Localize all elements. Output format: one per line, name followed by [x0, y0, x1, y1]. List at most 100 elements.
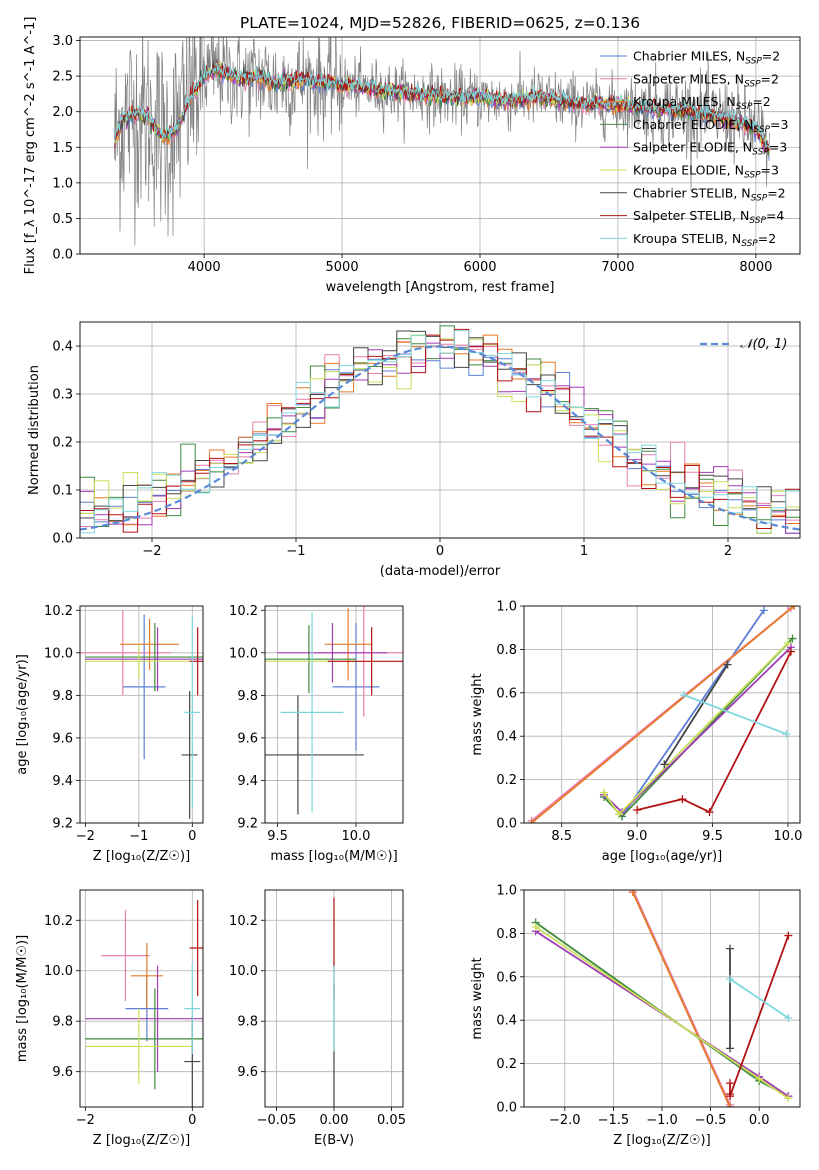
chabrier-elodie-errorbar: [265, 625, 356, 694]
legend-suffix: =3: [769, 140, 787, 155]
chabrier-miles-weight-line: [621, 609, 765, 818]
legend-label: Chabrier ELODIE, N: [633, 117, 753, 132]
kroupa-miles-weight-line: [530, 606, 795, 823]
legend-label: Kroupa STELIB, N: [633, 231, 741, 246]
y-tick-label: 0.2: [496, 1057, 517, 1072]
y-tick-label: 0.2: [52, 436, 73, 451]
legend-label: Kroupa ELODIE, N: [633, 163, 744, 178]
weight-marker: [782, 730, 791, 739]
y-tick-label: 1.0: [496, 884, 517, 899]
legend-label: Chabrier MILES, N: [633, 49, 745, 64]
kroupa-stelib-weight-line: [683, 694, 787, 735]
weight_vs_Z-axes: −2.0 −1.5 −1.0 −0.5 0.0 0.0 0.2 0.4 0.6 0.8 1.0 Z […: [470, 884, 800, 1148]
x-tick-label: 6000: [463, 260, 496, 275]
legend-subscript: SSP: [741, 239, 758, 249]
mass_vs_ebv-axes: −0.05 0.00 0.05 9.6 9.8 10.0 10.2 E(B-V): [229, 890, 406, 1148]
y-tick-label: 9.6: [237, 1065, 258, 1080]
y-tick-label: 10.2: [44, 914, 73, 929]
axes-frame: [523, 889, 801, 1108]
y-tick-label: 2.0: [52, 105, 73, 120]
kroupa-stelib-errorbar: [184, 616, 201, 809]
legend-subscript: SSP: [752, 148, 769, 158]
legend-entry: Chabrier MILES, NSSP=2: [633, 49, 780, 67]
legend-suffix: =2: [758, 231, 776, 246]
x-tick-label: 9.5: [702, 829, 723, 844]
y-tick-label: 0.8: [496, 927, 517, 942]
y-tick-label: 10.2: [229, 604, 258, 619]
x-axis-label: (data-model)/error: [380, 564, 501, 579]
y-tick-label: 10.2: [229, 914, 258, 929]
weight-marker: [726, 1044, 735, 1053]
axes-frame: [264, 605, 404, 824]
y-tick-label: 0.6: [496, 970, 517, 985]
x-tick-label: 4000: [188, 260, 221, 275]
weight-marker: [599, 788, 608, 797]
kroupa-stelib-errorbar: [280, 612, 344, 813]
x-axis-label: Z [log₁₀(Z/Z☉)]: [93, 1133, 190, 1148]
age_vs_mass-axes: 9.5 10.0 9.2 9.4 9.6 9.8 10.0 10.2 mass [log₁₀(M…: [229, 604, 403, 864]
x-tick-label: 0: [436, 544, 444, 559]
y-tick-label: 9.2: [237, 817, 258, 832]
legend-entry: Salpeter MILES, NSSP=2: [633, 71, 779, 89]
legend-suffix: =3: [761, 163, 779, 178]
legend-entry: Salpeter STELIB, NSSP=4: [633, 208, 784, 226]
x-tick-label: −1.5: [598, 1113, 630, 1128]
kroupa-elodie-weight-line: [603, 642, 789, 816]
chabrier-elodie-errorbar: [85, 623, 203, 692]
y-tick-label: 9.8: [52, 689, 73, 704]
legend-entry: Chabrier ELODIE, NSSP=3: [633, 117, 788, 135]
y-tick-label: 9.8: [237, 689, 258, 704]
x-tick-label: 5000: [326, 260, 359, 275]
x-tick-label: 9.0: [627, 829, 648, 844]
axes-frame: [79, 321, 801, 539]
x-axis-label: E(B-V): [314, 1133, 354, 1148]
y-tick-label: 3.0: [52, 34, 73, 49]
salpeter-elodie-errorbar: [85, 965, 203, 1072]
grid-lines: [265, 606, 403, 824]
weight-marker: [726, 1092, 735, 1101]
x-tick-label: 2: [724, 544, 732, 559]
y-tick-label: 10.0: [44, 646, 73, 661]
x-tick-label: −0.05: [257, 1113, 297, 1128]
x-tick-label: 10.0: [341, 829, 370, 844]
salpeter-miles-errorbar: [101, 910, 150, 1002]
legend-subscript: SSP: [751, 193, 768, 203]
salpeter-elodie-weight-line: [603, 646, 792, 814]
y-axis-label: Flux [f_λ 10^-17 erg cm^-2 s^-1 A^-1]: [23, 17, 38, 275]
legend-entry: Salpeter ELODIE, NSSP=3: [633, 140, 787, 158]
y-tick-label: 9.6: [52, 1065, 73, 1080]
weight-marker: [759, 606, 768, 615]
weight-marker: [723, 660, 732, 669]
legend-label: Kroupa MILES, N: [633, 94, 736, 109]
y-tick-label: 10.0: [44, 964, 73, 979]
legend-subscript: SSP: [745, 57, 762, 67]
y-axis-label: mass weight: [470, 673, 485, 755]
legend-entry: Kroupa MILES, NSSP=2: [633, 94, 771, 112]
grid-lines: [80, 890, 203, 1107]
legend-entry: Chabrier STELIB, NSSP=2: [633, 185, 786, 203]
y-tick-label: 0.6: [496, 686, 517, 701]
weight-marker: [678, 795, 687, 804]
y-tick-label: 0.0: [496, 1101, 517, 1116]
x-tick-label: 8000: [739, 260, 772, 275]
weight-marker: [531, 922, 540, 931]
kroupa-stelib-weight-line: [729, 978, 789, 1019]
weight-marker: [784, 931, 793, 940]
y-tick-label: 10.0: [229, 964, 258, 979]
y-tick-label: 0.4: [52, 340, 73, 355]
y-tick-label: 9.4: [52, 774, 73, 789]
y-axis-label: mass weight: [470, 957, 485, 1039]
y-tick-label: 9.6: [52, 731, 73, 746]
x-tick-label: 0.05: [377, 1113, 406, 1128]
salpeter-miles-weight-line: [631, 890, 731, 1106]
chart-title: PLATE=1024, MJD=52826, FIBERID=0625, z=0…: [240, 14, 640, 32]
legend-suffix: =4: [766, 208, 784, 223]
y-axis-label: age [log₁₀(age/yr)]: [15, 654, 30, 775]
salpeter-elodie-errorbar: [85, 627, 203, 692]
weight-marker: [615, 810, 624, 819]
legend-entry: Kroupa ELODIE, NSSP=3: [633, 163, 779, 181]
weight-marker: [726, 944, 735, 953]
y-tick-label: 0.3: [52, 388, 73, 403]
legend-entry: 𝒩(0, 1): [740, 337, 787, 352]
